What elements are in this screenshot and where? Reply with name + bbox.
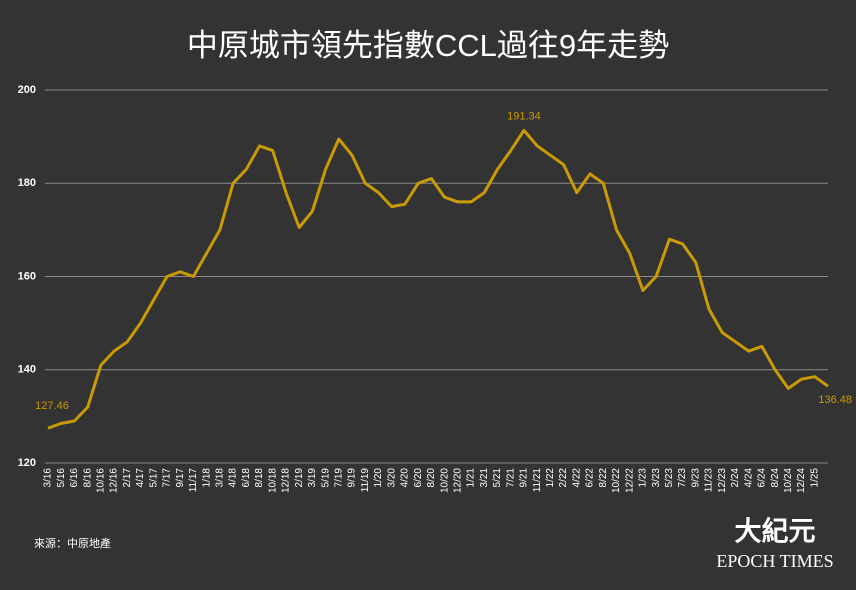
x-tick-label: 1/25 [809,468,820,488]
x-tick-label: 11/21 [532,468,543,493]
x-tick-label: 6/22 [585,468,596,488]
x-tick-label: 10/20 [439,468,450,493]
x-tick-label: 10/24 [783,468,794,493]
x-tick-label: 11/17 [188,468,199,493]
x-tick-label: 5/21 [492,468,503,488]
x-tick-label: 3/20 [386,468,397,488]
logo-subtitle: EPOCH TIMES [716,551,833,571]
x-tick-label: 11/19 [360,468,371,493]
x-tick-label: 4/24 [743,468,754,488]
x-tick-label: 12/23 [717,468,728,493]
x-tick-label: 7/19 [333,468,344,488]
x-tick-label: 4/22 [571,468,582,488]
x-tick-label: 12/18 [281,468,292,493]
data-label: 136.48 [818,394,852,406]
x-tick-label: 8/16 [82,468,93,488]
y-tick-label: 140 [18,364,36,376]
x-tick-label: 2/19 [294,468,305,488]
x-tick-label: 8/18 [254,468,265,488]
x-tick-label: 5/17 [148,468,159,488]
x-tick-label: 6/16 [69,468,80,488]
x-tick-label: 9/23 [690,468,701,488]
y-tick-label: 200 [18,84,36,96]
x-tick-label: 3/19 [307,468,318,488]
x-tick-label: 11/23 [704,468,715,493]
x-tick-label: 3/16 [43,468,54,488]
chart-title: 中原城市領先指數CCL過往9年走勢 [187,28,669,63]
x-tick-label: 1/22 [545,468,556,488]
x-tick-label: 7/17 [162,468,173,488]
x-tick-label: 5/23 [664,468,675,488]
x-tick-label: 5/16 [56,468,67,488]
x-tick-label: 10/22 [611,468,622,493]
x-tick-label: 2/22 [558,468,569,488]
x-tick-label: 1/21 [466,468,477,488]
source-note: 來源：中原地產 [34,536,111,550]
logo: 大紀元 [735,516,816,548]
x-tick-label: 4/20 [400,468,411,488]
x-tick-label: 9/21 [519,468,530,488]
data-label: 191.34 [507,110,541,122]
x-tick-label: 2/17 [122,468,133,488]
x-tick-label: 12/16 [109,468,120,493]
x-tick-label: 6/24 [757,468,768,488]
data-label: 127.46 [35,400,69,412]
y-tick-label: 120 [18,457,36,469]
x-tick-label: 8/24 [770,468,781,488]
x-tick-label: 10/16 [96,468,107,493]
x-tick-label: 6/18 [241,468,252,488]
x-tick-label: 7/23 [677,468,688,488]
x-tick-label: 4/17 [135,468,146,488]
y-tick-label: 160 [18,270,36,282]
x-tick-label: 10/18 [267,468,278,493]
y-tick-label: 180 [18,177,36,189]
x-tick-label: 8/22 [598,468,609,488]
x-tick-label: 4/18 [228,468,239,488]
x-tick-label: 3/23 [651,468,662,488]
data-line [47,128,829,430]
x-tick-label: 12/24 [796,468,807,493]
x-tick-label: 9/17 [175,468,186,488]
x-tick-label: 6/20 [413,468,424,488]
x-tick-label: 8/20 [426,468,437,488]
x-tick-label: 12/22 [624,468,635,493]
x-tick-label: 7/21 [505,468,516,488]
x-tick-label: 9/19 [347,468,358,488]
x-tick-label: 1/18 [201,468,212,488]
x-tick-label: 12/20 [452,468,463,493]
x-tick-label: 1/20 [373,468,384,488]
x-tick-label: 3/21 [479,468,490,488]
x-tick-label: 5/19 [320,468,331,488]
x-tick-label: 1/23 [638,468,649,488]
x-tick-label: 3/18 [215,468,226,488]
x-tick-label: 2/24 [730,468,741,488]
